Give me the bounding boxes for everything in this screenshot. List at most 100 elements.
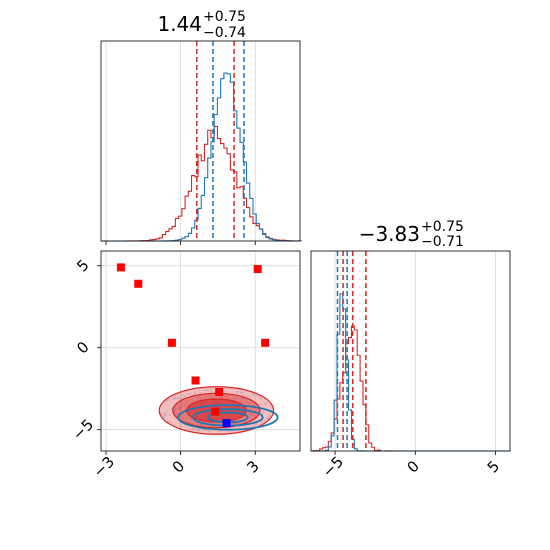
histogram-series-b <box>310 325 511 452</box>
sample-point <box>188 426 191 429</box>
param1-title-value: 1.44 <box>157 12 202 36</box>
marker-red <box>211 407 220 416</box>
sample-point <box>197 396 200 399</box>
contour-series-a <box>177 404 279 431</box>
sample-point <box>221 396 223 399</box>
x-tick-label: −5 <box>319 453 347 481</box>
sample-point <box>266 417 269 420</box>
sample-point <box>239 391 242 394</box>
sample-point <box>166 420 169 423</box>
marker-red <box>167 338 176 347</box>
sample-point <box>193 392 196 395</box>
sample-point <box>167 398 170 401</box>
param1-title-plus: +0.75 <box>203 9 246 25</box>
sample-point <box>235 397 238 400</box>
sample-point <box>179 406 181 408</box>
sample-point <box>176 404 178 406</box>
sample-point <box>192 400 195 402</box>
sample-point <box>244 425 247 428</box>
sample-point <box>265 402 268 404</box>
sample-point <box>174 408 177 411</box>
sample-point <box>194 392 197 394</box>
sample-point <box>252 393 254 396</box>
sample-point <box>262 411 264 413</box>
sample-point <box>185 416 188 419</box>
sample-point <box>168 414 171 417</box>
sample-point <box>163 412 166 415</box>
marker-red <box>253 265 262 274</box>
marker-red <box>134 279 143 288</box>
sample-point <box>224 395 227 398</box>
sample-point <box>250 413 253 416</box>
sample-point <box>178 407 181 410</box>
sample-point <box>237 390 240 393</box>
sample-point <box>241 391 244 394</box>
sample-point <box>173 397 176 400</box>
sample-point <box>165 411 167 414</box>
histogram-panel-param1 <box>100 40 303 245</box>
sample-point <box>241 394 244 397</box>
sample-point <box>238 426 241 429</box>
sample-point <box>235 391 238 394</box>
sample-point <box>180 401 183 403</box>
sample-point <box>208 430 211 432</box>
sample-point <box>183 394 186 397</box>
sample-point <box>174 397 176 400</box>
x-tick-label: 3 <box>243 457 262 476</box>
param2-title-plus: +0.75 <box>421 219 464 235</box>
param1-title-minus: −0.74 <box>203 25 246 41</box>
sample-point <box>173 397 176 400</box>
y-tick-label: 0 <box>73 338 92 357</box>
sample-point <box>188 393 191 396</box>
axes-frame-bottom-right <box>310 250 511 452</box>
x-tick-label: 0 <box>403 457 422 476</box>
sample-point <box>252 393 255 396</box>
sample-point <box>203 389 206 392</box>
scatter-contour-panel: −3 0 3 5 0 −5 <box>69 250 301 481</box>
sample-point <box>178 422 181 425</box>
sample-point <box>177 397 179 400</box>
sample-point <box>248 394 251 397</box>
sample-point <box>249 413 252 415</box>
y-tick-label: −5 <box>69 416 97 444</box>
sample-point <box>227 396 229 398</box>
sample-point <box>250 401 253 404</box>
sample-point <box>165 399 168 402</box>
marker-red <box>261 338 270 347</box>
sample-point <box>233 397 236 400</box>
sample-point <box>256 395 259 398</box>
sample-point <box>168 420 171 422</box>
sample-point <box>261 421 264 424</box>
sample-point <box>177 407 180 409</box>
axes-frame-bottom-left <box>100 250 301 452</box>
param2-title-value: −3.83 <box>359 222 420 246</box>
sample-point <box>268 414 271 417</box>
sample-point <box>190 417 193 420</box>
histogram-panel-param2: −5 0 5 <box>310 250 511 481</box>
sample-point <box>258 403 261 406</box>
sample-point <box>201 423 203 426</box>
sample-point <box>164 413 167 416</box>
sample-point <box>181 425 183 428</box>
sample-point <box>209 389 212 391</box>
sample-point <box>161 413 163 416</box>
sample-point <box>249 412 251 415</box>
x-tick-label: 5 <box>484 457 503 476</box>
sample-point <box>181 394 184 396</box>
sample-point <box>199 392 202 394</box>
sample-point <box>236 392 239 395</box>
x-tick-label: 0 <box>169 457 188 476</box>
sample-point <box>200 424 203 426</box>
sample-point <box>171 407 173 410</box>
sample-point <box>179 397 182 400</box>
sample-point <box>174 410 176 412</box>
sample-point <box>182 413 185 415</box>
sample-point <box>198 389 201 392</box>
marker-blue <box>222 419 231 428</box>
marker-red <box>215 387 224 396</box>
param1-title: 1.44 <box>157 12 202 36</box>
sample-point <box>264 403 267 406</box>
sample-point <box>247 402 250 405</box>
histogram-series-a <box>311 293 511 452</box>
sample-point <box>197 429 200 431</box>
